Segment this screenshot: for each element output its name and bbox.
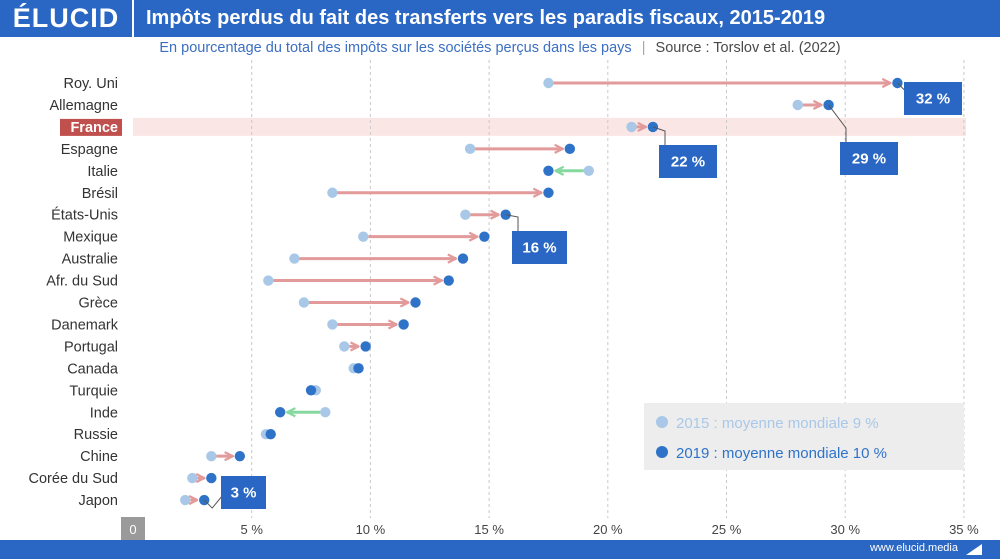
dot-2015 [206, 450, 217, 462]
dot-2015 [187, 472, 198, 484]
callout-leader [505, 214, 519, 231]
chart-title: Impôts perdus du fait des transferts ver… [146, 7, 826, 29]
x-tick-label: 0 [129, 522, 136, 537]
footer-bar: www.elucid.media [0, 540, 1000, 559]
country-label: Afr. du Sud [46, 274, 118, 290]
dot-2015 [792, 99, 803, 111]
country-label: Australie [62, 252, 118, 268]
dot-2015 [543, 77, 554, 89]
callout-label: 3 % [231, 485, 257, 502]
dumbbell-chart: 0 5 % 10 % 15 % 20 % 25 % 30 % 35 % Roy. Uni Alle… [29, 60, 979, 540]
dot-2019 [360, 341, 371, 352]
country-label: Inde [90, 405, 118, 421]
legend-entry-2015: 2015 : moyenne mondiale 9 % [676, 415, 879, 432]
brand-logo: ÉLUCID [0, 0, 134, 37]
callout-leader [652, 126, 666, 145]
header-bar: ÉLUCID Impôts perdus du fait des transfe… [0, 0, 1000, 37]
legend-box [644, 403, 964, 470]
dot-2019 [234, 450, 246, 462]
country-label: Turquie [69, 383, 118, 399]
footer-url[interactable]: www.elucid.media [869, 542, 958, 554]
country-label: Brésil [82, 186, 118, 202]
legend-entry-2019: 2019 : moyenne mondiale 10 % [676, 445, 887, 462]
country-label: Canada [67, 361, 119, 377]
dot-2015 [339, 341, 350, 352]
callout-box [840, 142, 898, 175]
dot-2015 [320, 407, 331, 418]
country-label: Japon [78, 493, 118, 509]
x-tick-label: 5 % [240, 522, 263, 537]
dot-2019 [305, 385, 317, 396]
dot-2019 [353, 363, 364, 374]
dot-2019 [564, 143, 576, 155]
dot-2019 [543, 165, 554, 176]
dot-2015 [327, 187, 338, 198]
country-label: France [70, 120, 118, 136]
country-label: Italie [87, 164, 118, 180]
dot-2015 [626, 121, 637, 133]
x-tick-label: 30 % [830, 522, 860, 537]
x-tick-label: 35 % [949, 522, 979, 537]
footer-logo-mark [966, 544, 982, 555]
highlight-band [133, 117, 966, 136]
callout-leader [828, 104, 847, 142]
country-label: Russie [74, 427, 118, 443]
dot-2015 [327, 319, 338, 330]
country-label: Mexique [63, 230, 118, 246]
callout-label: 32 % [916, 91, 950, 108]
dot-2015 [180, 494, 191, 506]
callout-box [904, 82, 962, 115]
dot-2019 [265, 429, 276, 440]
dot-2015 [358, 231, 369, 242]
country-label: Espagne [61, 142, 118, 158]
country-label: Roy. Uni [63, 76, 118, 92]
country-label: Allemagne [49, 98, 118, 114]
dot-2015 [263, 275, 274, 286]
highlight-label-bg [60, 118, 122, 136]
callout-label: 22 % [671, 154, 705, 171]
dot-2019 [500, 209, 511, 220]
source-note: Source : Torslov et al. (2022) [655, 40, 841, 56]
dot-2015 [583, 165, 595, 176]
dot-2019 [443, 275, 454, 286]
country-label: Chine [80, 449, 118, 465]
country-label: Portugal [64, 339, 118, 355]
dot-2019 [543, 187, 554, 198]
x-tick-label: 15 % [474, 522, 504, 537]
chart-subtitle: En pourcentage du total des impôts sur l… [159, 40, 632, 56]
dot-2019 [410, 297, 421, 308]
country-label: Danemark [51, 317, 119, 333]
country-label: États-Unis [51, 207, 118, 224]
callout-label: 16 % [522, 240, 556, 257]
callout-box [512, 231, 567, 264]
dot-2019 [274, 407, 286, 418]
x-tick-label: 10 % [356, 522, 386, 537]
dot-2015 [460, 209, 471, 220]
chart-subtitle-row: En pourcentage du total des impôts sur l… [0, 37, 1000, 59]
country-label: Grèce [79, 296, 119, 312]
dot-2019 [206, 472, 217, 484]
dot-2015 [289, 253, 300, 264]
callout-box [221, 476, 266, 509]
x-tick-label: 20 % [593, 522, 623, 537]
x-tick-label: 25 % [712, 522, 742, 537]
dot-2015 [298, 297, 310, 308]
zero-tick-box [121, 517, 145, 540]
dot-2019 [479, 231, 490, 242]
subtitle-separator: | [641, 40, 646, 56]
dot-2019 [457, 253, 469, 264]
callout-box [659, 145, 717, 178]
legend-dot-2019 [656, 446, 668, 458]
callout-leader [203, 492, 226, 509]
dot-2019 [398, 319, 409, 330]
legend-dot-2015 [656, 416, 668, 428]
country-label: Corée du Sud [29, 471, 118, 487]
callout-label: 29 % [852, 151, 886, 168]
dot-2015 [464, 143, 476, 155]
